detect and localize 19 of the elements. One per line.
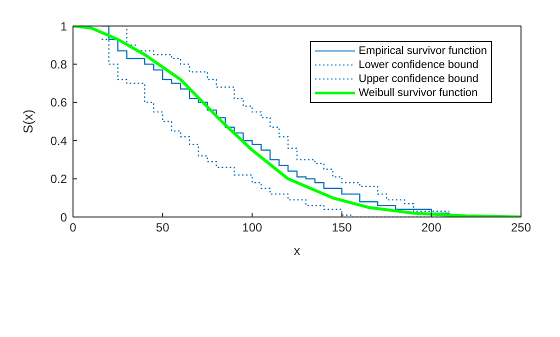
x-tick-label: 0 <box>70 220 77 235</box>
legend-label: Weibull survivor function <box>358 87 478 99</box>
x-tick-label: 50 <box>156 220 170 235</box>
legend-label: Lower confidence bound <box>358 59 478 71</box>
y-tick-label: 0 <box>60 210 68 224</box>
y-axis-title: S(x) <box>20 110 36 134</box>
legend-label: Upper confidence bound <box>358 73 478 85</box>
y-tick-label: 0.8 <box>50 57 68 72</box>
x-axis-title: x <box>294 243 301 258</box>
line-series <box>73 26 521 217</box>
y-tick-label: 1 <box>60 19 68 34</box>
x-tick-label: 150 <box>332 220 352 235</box>
y-tick-label: 0.6 <box>50 96 68 110</box>
y-tick-label: 0.4 <box>50 134 68 148</box>
legend-label: Empirical survivor function <box>358 45 487 57</box>
x-tick-label: 100 <box>242 220 263 235</box>
x-tick-label: 250 <box>510 220 532 235</box>
y-tick-label: 0.2 <box>50 172 68 186</box>
x-tick-label: 200 <box>421 220 442 235</box>
